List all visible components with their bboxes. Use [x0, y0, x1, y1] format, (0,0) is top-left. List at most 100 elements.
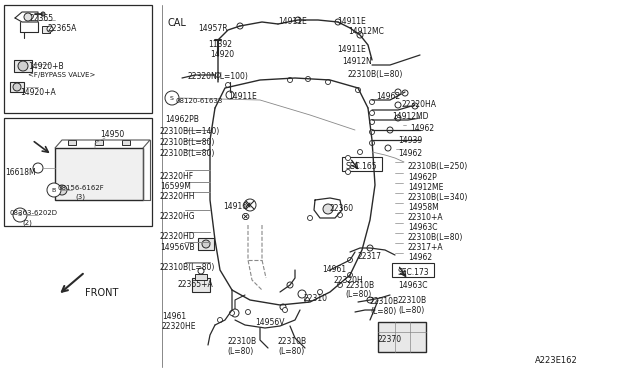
Circle shape: [18, 61, 28, 71]
Text: 22365+A: 22365+A: [177, 280, 212, 289]
Text: 22310B(L=250): 22310B(L=250): [408, 162, 468, 171]
Circle shape: [355, 87, 360, 93]
Text: (2): (2): [22, 220, 32, 227]
Text: 22360: 22360: [330, 204, 354, 213]
Text: S: S: [18, 212, 22, 218]
Text: 14939: 14939: [398, 136, 422, 145]
Circle shape: [287, 282, 293, 288]
Text: 14911E: 14911E: [278, 17, 307, 26]
Text: 22310B(L=80): 22310B(L=80): [160, 149, 216, 158]
Circle shape: [385, 145, 391, 151]
Circle shape: [47, 26, 53, 32]
Circle shape: [395, 115, 401, 121]
Circle shape: [337, 282, 342, 288]
Text: 22310: 22310: [303, 294, 327, 303]
Text: (L=80): (L=80): [370, 307, 396, 316]
Text: 11392: 11392: [208, 40, 232, 49]
Text: 22310B(L=140): 22310B(L=140): [160, 127, 220, 136]
Circle shape: [246, 310, 250, 314]
Text: 14957R: 14957R: [198, 24, 228, 33]
Text: 14962: 14962: [376, 92, 400, 101]
Text: 14962P: 14962P: [408, 173, 436, 182]
Bar: [198, 238, 214, 250]
Text: 22320HH: 22320HH: [160, 192, 195, 201]
Text: 22310B: 22310B: [278, 337, 307, 346]
Text: <F/BYPASS VALVE>: <F/BYPASS VALVE>: [28, 72, 95, 78]
Circle shape: [57, 185, 67, 195]
Text: S: S: [170, 96, 174, 100]
Bar: [10, 82, 24, 92]
Circle shape: [348, 257, 353, 263]
Text: 22365: 22365: [30, 14, 54, 23]
Circle shape: [225, 83, 230, 87]
Bar: [122, 140, 130, 145]
Circle shape: [335, 19, 341, 25]
Circle shape: [226, 91, 234, 99]
Circle shape: [305, 298, 310, 302]
Text: 22370: 22370: [378, 335, 402, 344]
Text: 22320HG: 22320HG: [160, 212, 196, 221]
Circle shape: [218, 317, 223, 323]
Text: (3): (3): [75, 194, 85, 201]
Circle shape: [216, 73, 221, 77]
Circle shape: [165, 91, 179, 105]
Circle shape: [323, 204, 333, 214]
Text: 22310B(L=80): 22310B(L=80): [160, 138, 216, 147]
Text: 16618M: 16618M: [5, 168, 36, 177]
Bar: [4, 118, 152, 226]
Circle shape: [369, 141, 374, 145]
Text: 22310B(L=80): 22310B(L=80): [408, 233, 463, 242]
Circle shape: [357, 32, 363, 38]
Text: 14956V: 14956V: [255, 318, 285, 327]
Text: 22310B: 22310B: [345, 281, 374, 290]
Text: 14956VB: 14956VB: [160, 243, 195, 252]
Text: FRONT: FRONT: [85, 288, 118, 298]
Text: 16599M: 16599M: [160, 182, 191, 191]
Circle shape: [282, 308, 287, 312]
Bar: [14, 60, 32, 72]
Circle shape: [47, 183, 61, 197]
Text: 14911E: 14911E: [337, 17, 365, 26]
Text: 22310+A: 22310+A: [408, 213, 444, 222]
Text: 22310B: 22310B: [227, 337, 256, 346]
Circle shape: [237, 23, 243, 29]
Text: 14912ME: 14912ME: [408, 183, 444, 192]
Text: SEC.173: SEC.173: [398, 268, 429, 277]
Text: 22365A: 22365A: [48, 24, 77, 33]
Text: 22310B(L=340): 22310B(L=340): [408, 193, 468, 202]
Text: 14962: 14962: [398, 149, 422, 158]
Circle shape: [295, 17, 301, 23]
Circle shape: [402, 90, 408, 96]
Circle shape: [387, 127, 393, 133]
Text: 22320H: 22320H: [333, 276, 363, 285]
Text: (L=80): (L=80): [345, 290, 371, 299]
Text: 14920+B: 14920+B: [28, 62, 63, 71]
Text: 22310B: 22310B: [398, 296, 427, 305]
Text: B: B: [52, 187, 56, 192]
Circle shape: [369, 110, 374, 115]
Circle shape: [198, 268, 204, 274]
Text: 22310B(L=80): 22310B(L=80): [348, 70, 403, 79]
Circle shape: [369, 119, 374, 125]
Circle shape: [305, 77, 310, 81]
Text: 14912N: 14912N: [342, 57, 372, 66]
Circle shape: [231, 309, 239, 317]
Circle shape: [346, 155, 351, 160]
Text: 14950: 14950: [100, 130, 124, 139]
Circle shape: [395, 102, 401, 108]
Circle shape: [280, 304, 286, 310]
Text: 14963C: 14963C: [398, 281, 428, 290]
Bar: [55, 148, 143, 200]
Circle shape: [41, 12, 45, 16]
Text: 22310B(L=80): 22310B(L=80): [160, 263, 216, 272]
Text: 14920: 14920: [210, 50, 234, 59]
Text: 22317: 22317: [358, 252, 382, 261]
Text: 14962: 14962: [408, 253, 432, 262]
Text: ⊗: ⊗: [241, 212, 251, 222]
Text: 22320HA: 22320HA: [402, 100, 437, 109]
Circle shape: [24, 13, 32, 21]
Text: 22320HF: 22320HF: [160, 172, 194, 181]
Circle shape: [367, 245, 373, 251]
Circle shape: [326, 80, 330, 84]
Text: CAL: CAL: [168, 18, 187, 28]
